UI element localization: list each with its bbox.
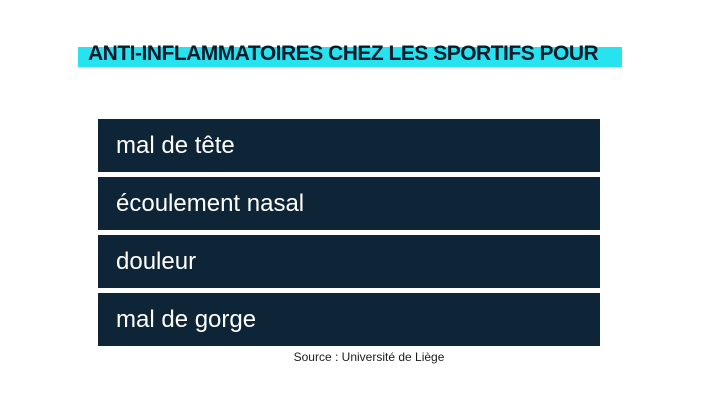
list-item: douleur [98, 235, 600, 288]
list-item: mal de gorge [98, 293, 600, 346]
symptom-list: mal de tête écoulement nasal douleur mal… [98, 119, 600, 351]
title-block: ANTI-INFLAMMATOIRES CHEZ LES SPORTIFS PO… [78, 41, 622, 67]
page-title: ANTI-INFLAMMATOIRES CHEZ LES SPORTIFS PO… [88, 42, 599, 65]
title-highlight-bar [78, 47, 622, 67]
list-item-label: écoulement nasal [116, 189, 305, 217]
list-item-label: mal de gorge [116, 305, 257, 333]
list-item: écoulement nasal [98, 177, 600, 230]
list-item-label: mal de tête [116, 131, 235, 159]
source-caption: Source : Université de Liège [293, 350, 445, 364]
list-item: mal de tête [98, 119, 600, 172]
list-item-label: douleur [116, 247, 197, 275]
